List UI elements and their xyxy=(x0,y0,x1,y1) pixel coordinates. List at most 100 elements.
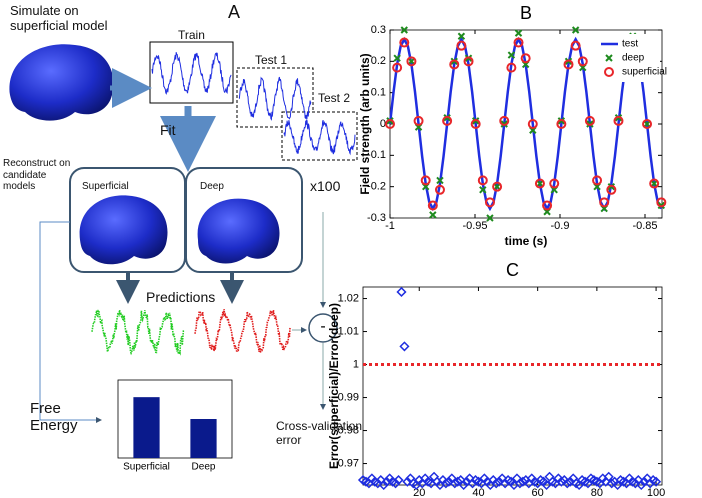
label: Test 2 xyxy=(318,91,351,105)
y-tick-label: -0.3 xyxy=(367,212,386,224)
marker-x xyxy=(493,182,501,191)
marker-diamond xyxy=(494,476,505,487)
marker-diamond xyxy=(461,476,472,487)
arrow xyxy=(39,221,102,423)
marker-x xyxy=(457,32,466,40)
marker-circle xyxy=(406,56,417,67)
marker-x xyxy=(571,26,580,34)
x-tick-label: -0.95 xyxy=(462,220,487,232)
marker-circle xyxy=(642,119,653,129)
marker-diamond xyxy=(562,478,573,489)
label: Simulate on superficial model xyxy=(10,3,108,33)
marker-x xyxy=(486,214,494,222)
marker-x xyxy=(429,211,437,219)
legend-label: superficial xyxy=(622,67,667,78)
legend-swatch xyxy=(605,54,613,62)
signal-trace xyxy=(151,52,232,95)
brain xyxy=(79,195,168,265)
marker-circle xyxy=(513,37,524,48)
marker-circle xyxy=(613,115,624,126)
label: x100 xyxy=(310,178,341,194)
marker-circle xyxy=(649,178,660,189)
label: Deep xyxy=(200,181,224,192)
y-tick-label: -0.1 xyxy=(367,149,386,161)
signal-trace xyxy=(238,76,312,121)
marker-circle xyxy=(506,62,517,73)
marker-circle xyxy=(434,184,445,195)
label: Superficial xyxy=(82,181,129,192)
x-tick-label: -0.9 xyxy=(551,220,570,232)
marker-diamond xyxy=(396,286,407,298)
y-tick-label: -0.2 xyxy=(367,181,386,193)
marker-diamond xyxy=(443,476,454,487)
x-tick-label: 80 xyxy=(591,487,603,498)
marker-circle xyxy=(656,197,667,208)
y-tick-label: 0 xyxy=(380,118,386,130)
bar xyxy=(133,397,160,458)
x-tick-label: 20 xyxy=(413,487,425,498)
label: Fit xyxy=(160,122,176,138)
legend-label: test xyxy=(622,39,638,50)
brain xyxy=(197,198,280,264)
marker-diamond xyxy=(651,476,662,487)
marker-circle xyxy=(542,200,553,211)
label: Cross-validation error xyxy=(276,419,363,447)
marker-diamond xyxy=(639,476,650,487)
plot-frame xyxy=(362,286,663,486)
panel-label: C xyxy=(506,260,519,280)
marker-circle xyxy=(549,178,560,189)
y-tick-label: 0.97 xyxy=(338,457,359,469)
marker-circle xyxy=(599,197,610,208)
marker-circle xyxy=(392,62,403,73)
marker-circle xyxy=(463,56,474,67)
marker-diamond xyxy=(565,476,576,487)
y-tick-label: 0.2 xyxy=(371,55,386,67)
marker-diamond xyxy=(393,474,404,486)
marker-diamond xyxy=(556,476,567,487)
marker-circle xyxy=(470,119,481,129)
y-tick-label: 0.99 xyxy=(338,391,359,403)
marker-circle xyxy=(577,56,588,67)
marker-circle xyxy=(584,115,595,126)
marker-circle xyxy=(492,181,503,192)
x-axis-label: time (s) xyxy=(505,234,548,248)
marker-x xyxy=(479,186,487,194)
marker-circle xyxy=(456,40,467,51)
x-tick-label: -1 xyxy=(385,220,395,232)
marker-diamond xyxy=(378,479,389,491)
marker-circle xyxy=(413,115,424,126)
y-tick-label: 0.98 xyxy=(338,424,359,436)
marker-circle xyxy=(556,119,567,129)
marker-circle xyxy=(520,53,531,64)
marker-x xyxy=(400,26,408,34)
y-axis-label: Field strength (arb units) xyxy=(358,53,372,194)
marker-diamond xyxy=(606,478,617,489)
marker-circle xyxy=(449,59,460,70)
panel-label: A xyxy=(228,2,241,22)
marker-x xyxy=(507,51,516,59)
panel-label: B xyxy=(520,3,532,23)
marker-circle xyxy=(606,184,617,195)
marker-x xyxy=(514,29,523,37)
marker-diamond xyxy=(603,471,614,482)
label: Test 1 xyxy=(255,53,288,67)
marker-diamond xyxy=(399,341,410,352)
x-tick-label: 60 xyxy=(532,487,544,498)
marker-circle xyxy=(499,115,510,126)
brain xyxy=(9,44,114,121)
marker-circle xyxy=(534,178,545,189)
marker-circle xyxy=(570,40,581,51)
x-tick-label: Superficial xyxy=(123,462,170,473)
y-tick-label: 0.3 xyxy=(371,24,386,36)
marker-circle xyxy=(527,119,538,129)
label: Train xyxy=(178,28,205,42)
marker-x xyxy=(536,179,544,188)
y-tick-label: 1.01 xyxy=(338,325,359,337)
marker-diamond xyxy=(517,476,528,487)
marker-circle xyxy=(592,175,603,186)
x-tick-label: 40 xyxy=(472,487,484,498)
marker-x xyxy=(650,179,658,188)
marker-diamond xyxy=(514,478,525,489)
marker-circle xyxy=(442,115,453,126)
